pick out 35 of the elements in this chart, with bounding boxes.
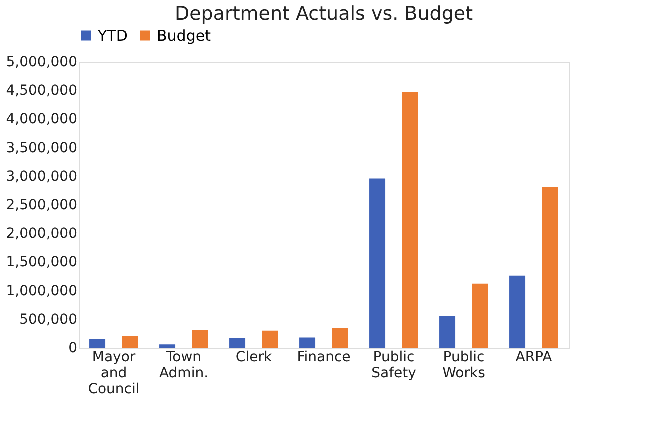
- legend-label: YTD: [97, 26, 128, 45]
- y-tick-label: 0: [68, 340, 78, 356]
- x-tick-label: ARPA: [516, 350, 553, 366]
- bar: [332, 328, 348, 348]
- y-tick-label: 4,500,000: [6, 83, 78, 100]
- y-tick-label: 2,000,000: [6, 226, 78, 242]
- bar: [192, 330, 208, 348]
- chart-title: Department Actuals vs. Budget: [174, 3, 474, 25]
- x-tick-label: Public Works: [442, 350, 486, 382]
- y-tick-label: 4,000,000: [6, 112, 78, 128]
- x-tick-label: Mayor and Council: [88, 350, 140, 398]
- bar: [510, 276, 526, 348]
- y-tick-label: 1,000,000: [6, 283, 78, 300]
- bar: [122, 336, 138, 348]
- x-tick-label: Town Admin.: [159, 350, 209, 382]
- y-tick-label: 5,000,000: [6, 54, 78, 70]
- bar: [90, 339, 106, 348]
- bar: [262, 330, 278, 348]
- y-tick-label: 3,000,000: [6, 168, 78, 185]
- bar: [230, 338, 246, 348]
- bar: [542, 187, 558, 348]
- x-tick-label: Finance: [297, 350, 351, 366]
- bar: [472, 284, 488, 348]
- bar: [160, 344, 176, 348]
- bar: [402, 92, 418, 348]
- y-tick-label: 1,500,000: [6, 254, 78, 271]
- x-tick-label: Clerk: [236, 350, 273, 366]
- legend-label: Budget: [157, 26, 212, 45]
- bar: [300, 338, 316, 348]
- y-tick-label: 2,500,000: [6, 198, 78, 214]
- y-tick-label: 500,000: [20, 312, 78, 328]
- bar: [370, 178, 386, 348]
- x-tick-label: Public Safety: [372, 350, 416, 382]
- bar: [440, 316, 456, 348]
- y-tick-label: 3,500,000: [6, 140, 78, 156]
